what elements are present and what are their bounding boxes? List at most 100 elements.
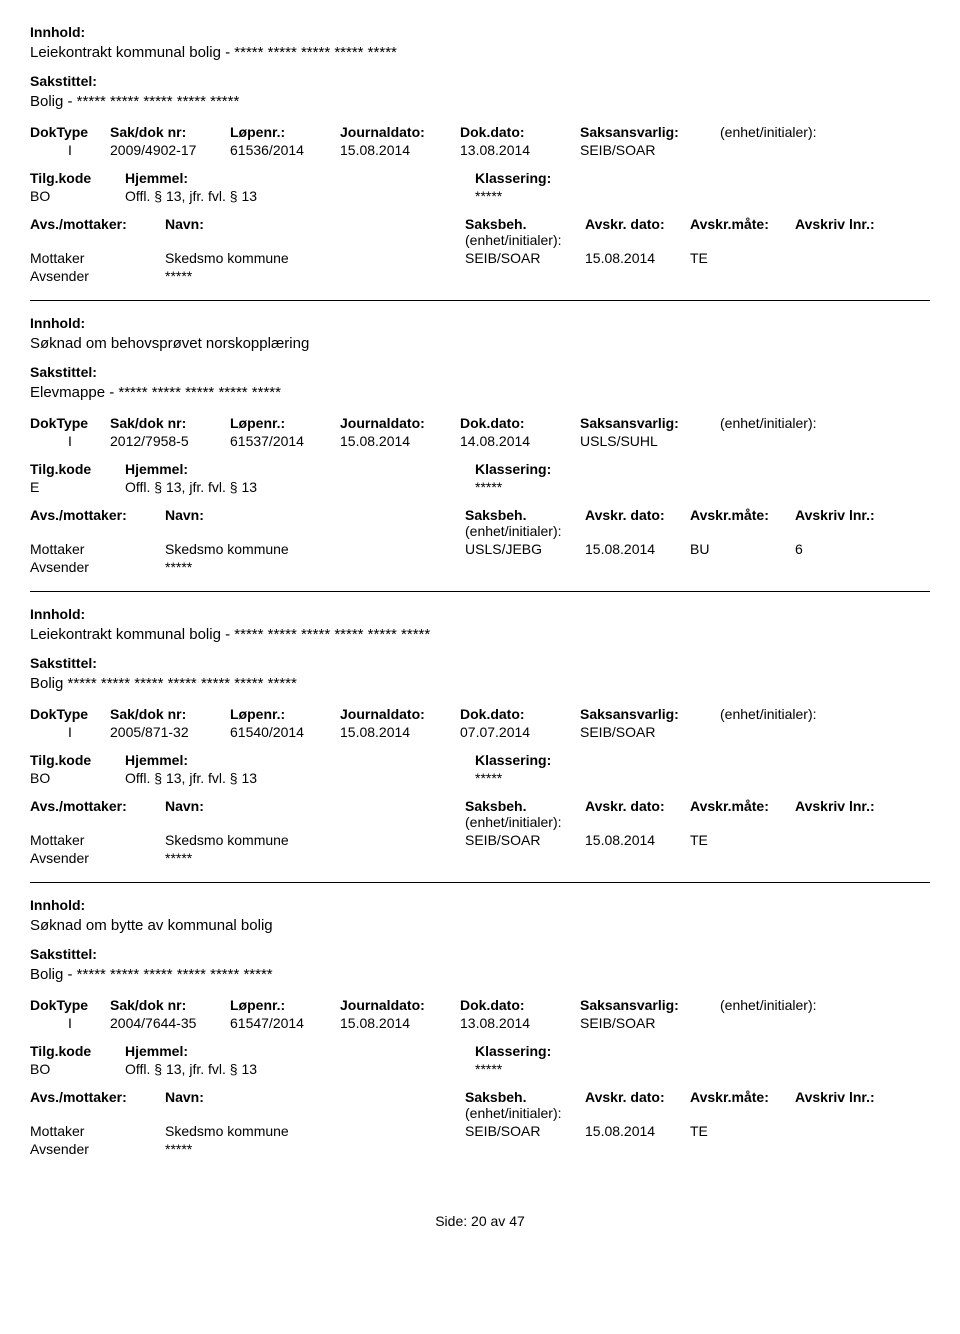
- tilgkode-value-row: BOOffl. § 13, jfr. fvl. § 13*****: [30, 770, 930, 786]
- party-avskr_mate: BU: [690, 541, 795, 557]
- party-avskr_mate: TE: [690, 1123, 795, 1139]
- party-navn: Skedsmo kommune: [165, 832, 465, 848]
- innhold-value: Søknad om bytte av kommunal bolig: [30, 917, 930, 934]
- klassering-label: Klassering:: [475, 170, 775, 186]
- avs-mottaker-header-row: Avs./mottaker:Navn:Saksbeh.(enhet/initia…: [30, 1089, 930, 1121]
- lopenr-value: 61536/2014: [230, 142, 340, 158]
- party-avskriv_lnr: [795, 832, 895, 848]
- party-avskriv_lnr: [795, 268, 895, 284]
- innhold-label: Innhold:: [30, 897, 930, 913]
- tilgkode-label: Tilg.kode: [30, 752, 125, 768]
- sakdoknr-label: Sak/dok nr:: [110, 997, 230, 1013]
- dokdato-label: Dok.dato:: [460, 415, 580, 431]
- hjemmel-label: Hjemmel:: [125, 752, 475, 768]
- tilgkode-label: Tilg.kode: [30, 1043, 125, 1059]
- tilgkode-value: BO: [30, 188, 125, 204]
- party-navn: Skedsmo kommune: [165, 541, 465, 557]
- saksansvarlig-label: Saksansvarlig:: [580, 706, 720, 722]
- doktype-value-row: I2004/7644-3561547/201415.08.201413.08.2…: [30, 1015, 930, 1031]
- hjemmel-value: Offl. § 13, jfr. fvl. § 13: [125, 188, 475, 204]
- tilgkode-label: Tilg.kode: [30, 170, 125, 186]
- klassering-label: Klassering:: [475, 461, 775, 477]
- party-navn: Skedsmo kommune: [165, 250, 465, 266]
- avskr-mate-label: Avskr.måte:: [690, 216, 795, 248]
- party-avskr_dato: 15.08.2014: [585, 832, 690, 848]
- klassering-label: Klassering:: [475, 1043, 775, 1059]
- party-role: Mottaker: [30, 250, 165, 266]
- party-navn: *****: [165, 850, 465, 866]
- sakdoknr-value: 2005/871-32: [110, 724, 230, 740]
- klassering-label: Klassering:: [475, 752, 775, 768]
- party-avskr_mate: TE: [690, 832, 795, 848]
- doktype-header-row: DokTypeSak/dok nr:Løpenr.:Journaldato:Do…: [30, 997, 930, 1013]
- party-avskr_dato: [585, 1141, 690, 1157]
- saksansvarlig-value: USLS/SUHL: [580, 433, 720, 449]
- tilgkode-value: BO: [30, 1061, 125, 1077]
- party-saksbeh: SEIB/SOAR: [465, 1123, 585, 1139]
- saksbeh-label: Saksbeh.(enhet/initialer):: [465, 1089, 585, 1121]
- klassering-value: *****: [475, 1061, 775, 1077]
- av-label: av: [491, 1213, 506, 1229]
- avskr-mate-label: Avskr.måte:: [690, 1089, 795, 1121]
- klassering-value: *****: [475, 479, 775, 495]
- hjemmel-label: Hjemmel:: [125, 170, 475, 186]
- party-avskr_mate: [690, 268, 795, 284]
- party-navn: *****: [165, 268, 465, 284]
- doktype-header-row: DokTypeSak/dok nr:Løpenr.:Journaldato:Do…: [30, 124, 930, 140]
- journaldato-value: 15.08.2014: [340, 1015, 460, 1031]
- journal-page: Innhold:Leiekontrakt kommunal bolig - **…: [0, 0, 960, 1249]
- saksansvarlig-label: Saksansvarlig:: [580, 124, 720, 140]
- tilgkode-header-row: Tilg.kodeHjemmel:Klassering:: [30, 752, 930, 768]
- avs-mottaker-header-row: Avs./mottaker:Navn:Saksbeh.(enhet/initia…: [30, 216, 930, 248]
- sakstittel-value: Bolig - ***** ***** ***** ***** ***** **…: [30, 966, 930, 983]
- saksbeh-enhet-text: (enhet/initialer):: [465, 523, 562, 539]
- saksansvarlig-label: Saksansvarlig:: [580, 997, 720, 1013]
- avs-mottaker-label: Avs./mottaker:: [30, 1089, 165, 1121]
- sakstittel-label: Sakstittel:: [30, 73, 930, 89]
- party-avskriv_lnr: [795, 250, 895, 266]
- saksbeh-label: Saksbeh.(enhet/initialer):: [465, 507, 585, 539]
- party-avskr_dato: 15.08.2014: [585, 250, 690, 266]
- tilgkode-value-row: EOffl. § 13, jfr. fvl. § 13*****: [30, 479, 930, 495]
- dokdato-label: Dok.dato:: [460, 997, 580, 1013]
- saksbeh-enhet-text: (enhet/initialer):: [465, 814, 562, 830]
- avs-mottaker-label: Avs./mottaker:: [30, 798, 165, 830]
- doktype-value-row: I2012/7958-561537/201415.08.201414.08.20…: [30, 433, 930, 449]
- party-role: Avsender: [30, 268, 165, 284]
- lopenr-label: Løpenr.:: [230, 124, 340, 140]
- doktype-value: I: [30, 1015, 110, 1031]
- saksbeh-enhet-text: (enhet/initialer):: [465, 1105, 562, 1121]
- doktype-label: DokType: [30, 124, 110, 140]
- journaldato-label: Journaldato:: [340, 415, 460, 431]
- saksbeh-label: Saksbeh.(enhet/initialer):: [465, 798, 585, 830]
- avs-mottaker-label: Avs./mottaker:: [30, 507, 165, 539]
- journaldato-value: 15.08.2014: [340, 724, 460, 740]
- page-footer: Side: 20 av 47: [30, 1213, 930, 1229]
- enhet-initialer-label: (enhet/initialer):: [720, 415, 870, 431]
- navn-label: Navn:: [165, 507, 465, 539]
- sakstittel-label: Sakstittel:: [30, 946, 930, 962]
- party-avskr_mate: TE: [690, 250, 795, 266]
- lopenr-label: Løpenr.:: [230, 706, 340, 722]
- side-label: Side:: [435, 1213, 467, 1229]
- party-row: MottakerSkedsmo kommuneUSLS/JEBG15.08.20…: [30, 541, 930, 557]
- avskr-dato-label: Avskr. dato:: [585, 1089, 690, 1121]
- party-saksbeh: USLS/JEBG: [465, 541, 585, 557]
- journal-entry: Innhold:Leiekontrakt kommunal bolig - **…: [30, 606, 930, 883]
- party-saksbeh: SEIB/SOAR: [465, 250, 585, 266]
- party-saksbeh: [465, 559, 585, 575]
- sakstittel-label: Sakstittel:: [30, 364, 930, 380]
- hjemmel-label: Hjemmel:: [125, 1043, 475, 1059]
- party-row: Avsender*****: [30, 268, 930, 284]
- party-role: Mottaker: [30, 1123, 165, 1139]
- lopenr-label: Løpenr.:: [230, 997, 340, 1013]
- saksbeh-label: Saksbeh.(enhet/initialer):: [465, 216, 585, 248]
- journaldato-value: 15.08.2014: [340, 142, 460, 158]
- dokdato-value: 07.07.2014: [460, 724, 580, 740]
- hjemmel-value: Offl. § 13, jfr. fvl. § 13: [125, 1061, 475, 1077]
- sakstittel-label: Sakstittel:: [30, 655, 930, 671]
- party-avskr_mate: [690, 1141, 795, 1157]
- avskriv-lnr-label: Avskriv lnr.:: [795, 798, 895, 830]
- innhold-label: Innhold:: [30, 315, 930, 331]
- party-avskr_dato: 15.08.2014: [585, 1123, 690, 1139]
